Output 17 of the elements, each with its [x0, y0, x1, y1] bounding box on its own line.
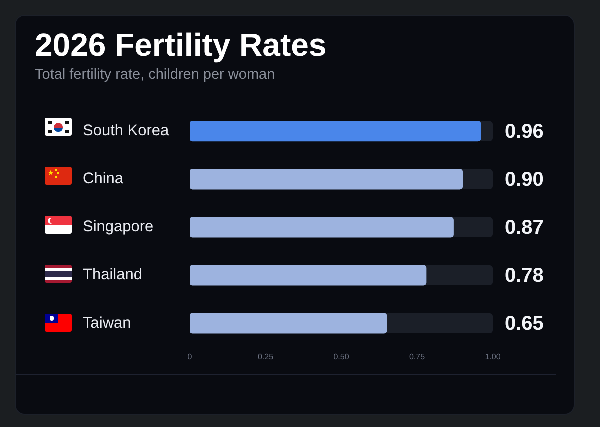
chart-subtitle: Total fertility rate, children per woman: [35, 67, 276, 84]
x-tick-label: 0: [188, 352, 193, 362]
y-tick-label: China: [83, 170, 124, 188]
chart-title: 2026 Fertility Rates: [35, 26, 327, 64]
x-tick-label: 1.00: [485, 352, 502, 362]
y-tick-label: Thailand: [83, 266, 142, 284]
x-tick-label: 0.75: [409, 352, 426, 362]
y-tick-label: Singapore: [83, 218, 154, 236]
data-label: 0.65: [505, 312, 544, 335]
data-label: 0.87: [505, 216, 544, 239]
data-label: 0.96: [505, 120, 544, 143]
data-label: 0.78: [505, 264, 544, 287]
y-tick-label: South Korea: [83, 122, 170, 140]
x-tick-label: 0.50: [334, 352, 350, 362]
data-label: 0.90: [505, 168, 544, 191]
x-tick-label: 0.25: [258, 352, 274, 362]
y-tick-label: Taiwan: [83, 314, 132, 332]
